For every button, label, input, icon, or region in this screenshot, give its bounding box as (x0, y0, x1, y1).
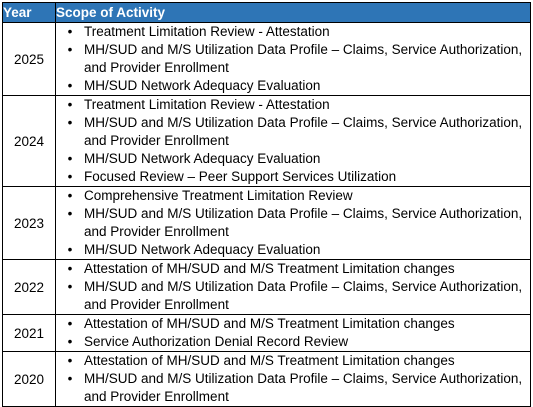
year-cell: 2022 (2, 259, 56, 315)
list-item: • Attestation of MH/SUD and M/S Treatment… (56, 315, 530, 333)
activity-text: MH/SUD and M/S Utilization Data Profile … (84, 279, 523, 312)
activity-text: MH/SUD and M/S Utilization Data Profile … (84, 371, 523, 404)
list-item: • MH/SUD and M/S Utilization Data Profile… (56, 41, 530, 77)
list-item: • Service Authorization Denial Record Rev… (56, 333, 530, 351)
header-row: Year Scope of Activity (2, 2, 531, 23)
activities-cell: • Attestation of MH/SUD and M/S Treatment… (55, 314, 531, 352)
activity-text: MH/SUD and M/S Utilization Data Profile … (84, 115, 523, 148)
bullet-icon: • (67, 24, 73, 39)
bullet-icon: • (67, 334, 73, 349)
bullet-icon: • (67, 188, 73, 203)
scope-column-header: Scope of Activity (55, 2, 531, 23)
activities-cell: • Treatment Limitation Review - Attestati… (55, 22, 531, 96)
activity-text: MH/SUD and M/S Utilization Data Profile … (84, 42, 523, 75)
activity-text: MH/SUD Network Adequacy Evaluation (84, 242, 321, 257)
bullet-icon: • (67, 279, 73, 294)
activity-text: Focused Review – Peer Support Services U… (84, 169, 397, 184)
activity-text: Treatment Limitation Review - Attestatio… (84, 24, 330, 39)
list-item: • MH/SUD and M/S Utilization Data Profile… (56, 278, 530, 314)
activity-text: Attestation of MH/SUD and M/S Treatment … (84, 353, 455, 368)
list-item: • Treatment Limitation Review - Attestati… (56, 96, 530, 114)
year-column-header: Year (2, 2, 56, 23)
year-cell: 2023 (2, 186, 56, 260)
table-row: 2025 • Treatment Limitation Review - Attes… (2, 22, 531, 96)
bullet-icon: • (67, 371, 73, 386)
activity-list: • Comprehensive Treatment Limitation Revi… (56, 187, 530, 259)
activity-text: MH/SUD Network Adequacy Evaluation (84, 78, 321, 93)
bullet-icon: • (67, 242, 73, 257)
activities-cell: • Attestation of MH/SUD and M/S Treatment… (55, 259, 531, 315)
bullet-icon: • (67, 115, 73, 130)
list-item: • Focused Review – Peer Support Services … (56, 168, 530, 186)
activities-cell: • Comprehensive Treatment Limitation Revi… (55, 186, 531, 260)
activity-text: Attestation of MH/SUD and M/S Treatment … (84, 316, 455, 331)
table-row: 2024 • Treatment Limitation Review - Attes… (2, 95, 531, 187)
activity-text: Treatment Limitation Review - Attestatio… (84, 97, 330, 112)
activities-cell: • Treatment Limitation Review - Attestati… (55, 95, 531, 187)
table-row: 2022 • Attestation of MH/SUD and M/S Treat… (2, 259, 531, 315)
activity-list: • Attestation of MH/SUD and M/S Treatment… (56, 315, 530, 351)
activity-text: Service Authorization Denial Record Revi… (84, 334, 349, 349)
year-cell: 2024 (2, 95, 56, 187)
bullet-icon: • (67, 42, 73, 57)
year-cell: 2020 (2, 351, 56, 407)
list-item: • MH/SUD and M/S Utilization Data Profile… (56, 205, 530, 241)
table-row: 2021 • Attestation of MH/SUD and M/S Treat… (2, 314, 531, 352)
bullet-icon: • (67, 151, 73, 166)
table-body: 2025 • Treatment Limitation Review - Attes… (2, 22, 531, 407)
list-item: • MH/SUD Network Adequacy Evaluation (56, 150, 530, 168)
bullet-icon: • (67, 169, 73, 184)
activities-cell: • Attestation of MH/SUD and M/S Treatment… (55, 351, 531, 407)
activity-list: • Attestation of MH/SUD and M/S Treatment… (56, 260, 530, 314)
table-row: 2023 • Comprehensive Treatment Limitation … (2, 186, 531, 260)
list-item: • Attestation of MH/SUD and M/S Treatment… (56, 260, 530, 278)
bullet-icon: • (67, 78, 73, 93)
year-cell: 2025 (2, 22, 56, 96)
list-item: • MH/SUD and M/S Utilization Data Profile… (56, 114, 530, 150)
activity-text: Attestation of MH/SUD and M/S Treatment … (84, 261, 455, 276)
activity-text: MH/SUD and M/S Utilization Data Profile … (84, 206, 523, 239)
bullet-icon: • (67, 261, 73, 276)
activity-text: MH/SUD Network Adequacy Evaluation (84, 151, 321, 166)
bullet-icon: • (67, 97, 73, 112)
list-item: • MH/SUD Network Adequacy Evaluation (56, 241, 530, 259)
bullet-icon: • (67, 316, 73, 331)
bullet-icon: • (67, 353, 73, 368)
bullet-icon: • (67, 206, 73, 221)
table-row: 2020 • Attestation of MH/SUD and M/S Treat… (2, 351, 531, 407)
activity-list: • Treatment Limitation Review - Attestati… (56, 96, 530, 186)
activity-text: Comprehensive Treatment Limitation Revie… (84, 188, 353, 203)
list-item: • Attestation of MH/SUD and M/S Treatment… (56, 352, 530, 370)
list-item: • Comprehensive Treatment Limitation Revi… (56, 187, 530, 205)
year-cell: 2021 (2, 314, 56, 352)
activity-list: • Attestation of MH/SUD and M/S Treatment… (56, 352, 530, 406)
activity-list: • Treatment Limitation Review - Attestati… (56, 23, 530, 95)
list-item: • MH/SUD Network Adequacy Evaluation (56, 77, 530, 95)
list-item: • MH/SUD and M/S Utilization Data Profile… (56, 370, 530, 406)
list-item: • Treatment Limitation Review - Attestati… (56, 23, 530, 41)
